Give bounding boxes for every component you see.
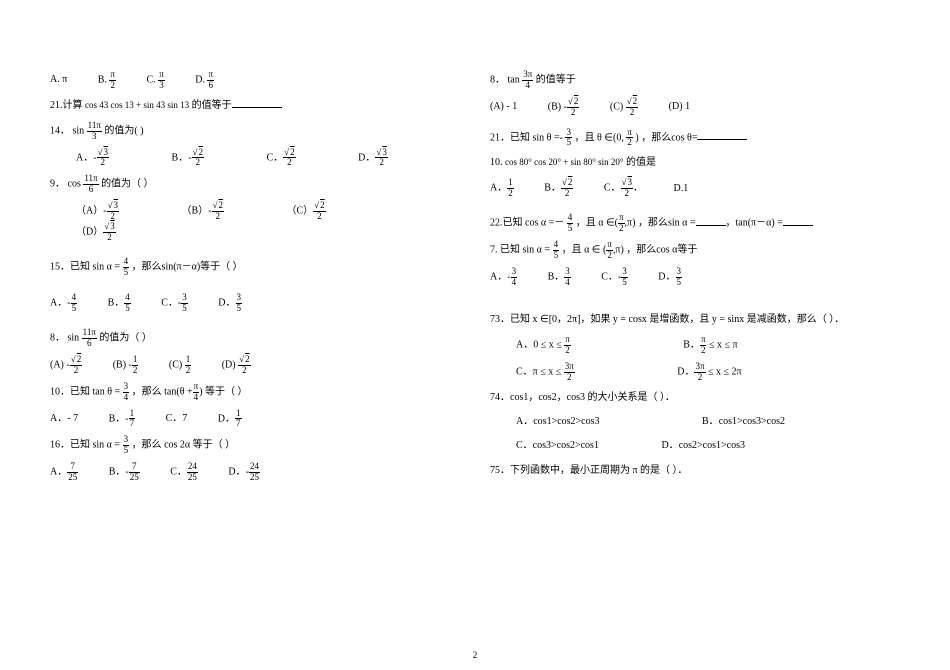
top-choices: A. π B. π2 C. π3 D. π6 [50,70,460,91]
right-column: 8． tan 3π4 的值等于 (A) - 1 (B) -√22 (C) √22… [490,70,900,489]
q7r: 7. 已知 sin α = 45 ，且 α ∈ (π2,π) ，那么cos α等… [490,240,900,261]
q73-choices-cd: C．π ≤ x ≤ 3π2 D．3π2 ≤ x ≤ 2π [516,362,900,383]
q15: 15．已知 sin α = 45 ，那么sin(π－α)等于（ ） [50,257,460,278]
q8r-choices: (A) - 1 (B) -√22 (C) √22 (D) 1 [490,97,900,118]
q74-choices-ab: A．cos1>cos2>cos3 B．cos1>cos3>cos2 [516,413,900,431]
q8-choices: (A) -√22 (B) -12 (C) 12 (D) √22 [50,355,460,376]
blank-line [232,97,282,108]
q15-choices: A．-45 B．45 C．-35 D．35 [50,293,460,314]
left-column: A. π B. π2 C. π3 D. π6 21.计算 cos 43 cos … [50,70,460,489]
q74-choices-cd: C．cos3>cos2>cos1 D．cos2>cos1>cos3 [516,437,900,455]
q10r-choices: A．12 B．√22 C．√32． D.1 [490,178,900,199]
q21r: 21．已知 sin θ =- 35 ，且 θ ∈(0, π2 ) ，那么cos … [490,128,900,149]
q22r: 22.已知 cos α =－ 45 ，且 α ∈(π2,π) ，那么sin α … [490,213,900,234]
page-number: 2 [473,650,478,660]
q16: 16．已知 sin α = 35 ，那么 cos 2α 等于（ ） [50,435,460,456]
q21: 21.计算 cos 43 cos 13 + sin 43 sin 13 的值等于 [50,97,460,115]
q9-choices: （A）-√32 （B）-√22 （C）√22 （D）√32 [76,201,460,243]
q14: 14． sin 11π3 的值为( ) [50,121,460,142]
q10r: 10. cos 80° cos 20° + sin 80° sin 20° 的值… [490,154,900,172]
q16-choices: A．725 B．-725 C．2425 D．-2425 [50,462,460,483]
q10: 10．已知 tan θ = 34 ，那么 tan(θ +π4) 等于（ ） [50,382,460,403]
blank-line [696,215,726,226]
opt-a: π [62,74,67,85]
q75: 75．下列函数中，最小正周期为 π 的是（ ）． [490,462,900,480]
q73-choices-ab: A．0 ≤ x ≤ π2 B．π2 ≤ x ≤ π [516,335,900,356]
q9: 9． cos 11π6 的值为（ ） [50,174,460,195]
q73: 73．已知 x ∈[0，2π]，如果 y = cosx 是增函数，且 y = s… [490,311,900,329]
q8: 8． sin 11π6 的值为（ ） [50,328,460,349]
q7r-choices: A．-34 B．34 C．-35 D．35 [490,267,900,288]
q10-choices: A．- 7 B．-17 C．7 D．17 [50,409,460,430]
q74: 74．cos1，cos2，cos3 的大小关系是（ ）． [490,389,900,407]
blank-line [697,129,747,140]
q8r: 8． tan 3π4 的值等于 [490,70,900,91]
blank-line [783,215,813,226]
q14-choices: A．-√32 B．-√22 C．√22 D．√32 [76,148,460,169]
